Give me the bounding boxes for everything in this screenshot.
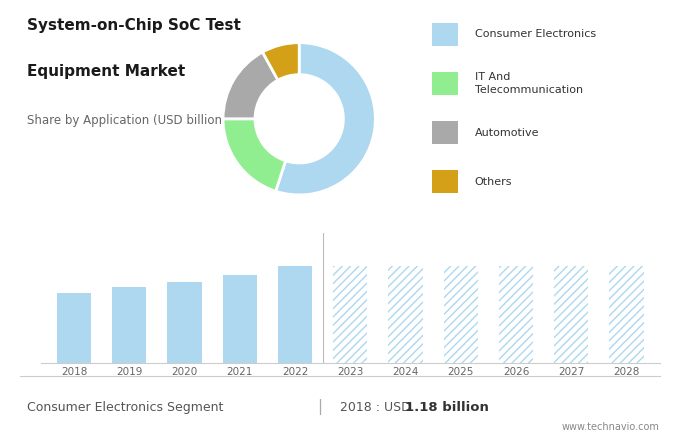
- FancyBboxPatch shape: [432, 170, 458, 193]
- Bar: [443, 266, 478, 363]
- Text: Consumer Electronics: Consumer Electronics: [475, 29, 596, 39]
- FancyBboxPatch shape: [432, 72, 458, 95]
- Text: Automotive: Automotive: [475, 128, 539, 138]
- Wedge shape: [223, 119, 286, 191]
- Text: Share by Application (USD billion): Share by Application (USD billion): [27, 114, 227, 128]
- Text: Others: Others: [475, 177, 512, 187]
- Text: www.technavio.com: www.technavio.com: [562, 422, 660, 432]
- Bar: [499, 266, 533, 363]
- Bar: [57, 293, 91, 363]
- Text: Equipment Market: Equipment Market: [27, 64, 186, 79]
- Bar: [278, 266, 312, 363]
- Wedge shape: [223, 52, 278, 119]
- Bar: [112, 287, 146, 363]
- Bar: [554, 266, 588, 363]
- Text: |: |: [317, 399, 322, 415]
- FancyBboxPatch shape: [432, 121, 458, 144]
- Bar: [167, 282, 201, 363]
- Text: 2018 : USD: 2018 : USD: [340, 400, 415, 414]
- Text: IT And
Telecommunication: IT And Telecommunication: [475, 72, 583, 95]
- Bar: [388, 266, 422, 363]
- Bar: [609, 266, 643, 363]
- Text: System-on-Chip SoC Test: System-on-Chip SoC Test: [27, 18, 241, 33]
- Wedge shape: [275, 43, 375, 195]
- Bar: [333, 266, 367, 363]
- Text: Consumer Electronics Segment: Consumer Electronics Segment: [27, 400, 224, 414]
- Bar: [222, 275, 257, 363]
- Text: 1.18 billion: 1.18 billion: [405, 400, 488, 414]
- Wedge shape: [262, 43, 299, 80]
- FancyBboxPatch shape: [432, 23, 458, 46]
